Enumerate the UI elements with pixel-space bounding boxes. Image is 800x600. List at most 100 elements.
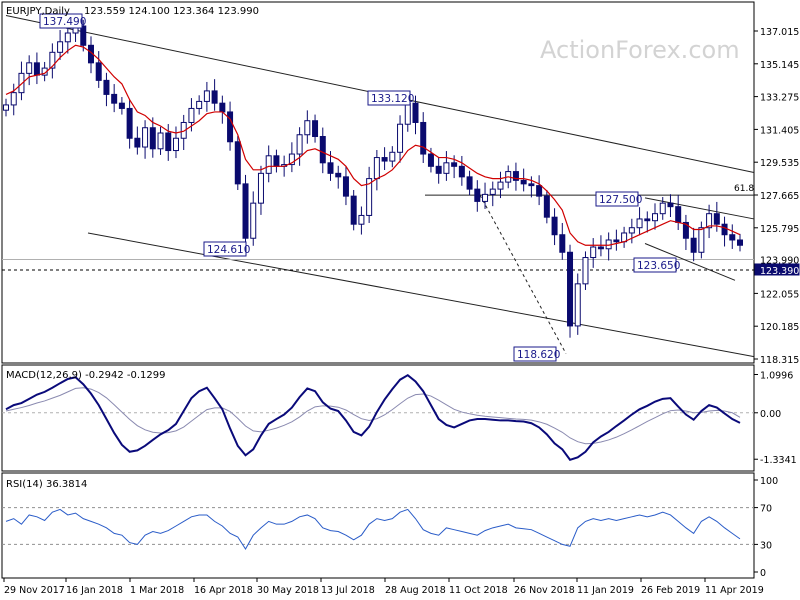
candle-body: [111, 93, 118, 104]
price-annotation-label: 127.500: [599, 194, 642, 206]
candle-body: [628, 227, 635, 234]
candle-body: [296, 134, 303, 155]
candle-body: [597, 246, 604, 250]
price-axis-label: 120.185: [760, 322, 799, 333]
candle-body: [149, 127, 156, 150]
price-annotation-box: [595, 191, 639, 207]
candle-body: [590, 246, 597, 259]
ema-line: [5, 44, 741, 246]
candle-body: [196, 100, 203, 109]
candle-body: [690, 237, 697, 253]
macd-panel-frame: [1, 364, 755, 472]
candle-body: [126, 107, 133, 139]
header-symbol: EURJPY,Daily: [6, 6, 70, 17]
candle-body: [667, 202, 674, 208]
price-level-tag-label: 123.990: [760, 255, 799, 266]
candle-body: [659, 202, 666, 215]
date-axis-label: 26 Feb 2019: [641, 585, 700, 596]
candle-body: [327, 162, 334, 174]
candle-body: [366, 178, 373, 216]
candle-body: [435, 165, 442, 174]
price-annotation-box: [203, 241, 247, 257]
candle-body: [613, 239, 620, 243]
price-axis-label: 135.145: [760, 60, 799, 71]
candle-body: [381, 157, 388, 162]
candle-body: [582, 257, 589, 285]
candle-body: [80, 25, 87, 46]
rsi-axis-label: 30: [760, 540, 772, 551]
candle-body: [536, 185, 543, 197]
candle-body: [250, 202, 257, 239]
price-annotation-box: [367, 90, 411, 106]
candle-body: [304, 120, 311, 136]
candle-body: [10, 92, 17, 106]
price-axis-label: 125.795: [760, 224, 799, 235]
retracement-dashed-line: [479, 194, 567, 354]
candle-body: [180, 121, 187, 139]
price-panel-frame: [1, 1, 755, 364]
price-axis-label: 122.055: [760, 289, 799, 300]
candle-body: [713, 213, 720, 225]
candle-body: [33, 62, 40, 76]
candle-body: [95, 62, 102, 81]
macd-line: [5, 373, 741, 461]
candle-body: [373, 157, 380, 180]
candle-body: [319, 136, 326, 164]
candle-body: [559, 234, 566, 253]
candle-body: [412, 102, 419, 123]
candle-body: [257, 172, 264, 204]
candle-body: [350, 195, 357, 225]
candle-body: [420, 121, 427, 155]
candle-body: [142, 127, 149, 148]
fib-label: 61.8: [734, 184, 754, 194]
candle-body: [652, 213, 659, 222]
candle-body: [644, 218, 651, 222]
price-axis-label: 137.015: [760, 27, 799, 38]
price-annotation-box: [39, 13, 83, 29]
rsi-layer: [2, 507, 754, 550]
candle-body: [165, 132, 172, 152]
date-axis-label: 11 Apr 2019: [705, 585, 764, 596]
candle-body: [567, 251, 574, 327]
candle-body: [389, 151, 396, 162]
date-axis-label: 30 May 2018: [257, 585, 319, 596]
candle-body: [64, 32, 71, 43]
candle-body: [721, 223, 728, 236]
candle-body: [636, 218, 643, 229]
candle-body: [26, 62, 33, 74]
date-axis-label: 29 Nov 2017: [4, 585, 65, 596]
candle-body: [489, 188, 496, 195]
candle-body: [404, 102, 411, 125]
price-axis-label: 131.405: [760, 125, 799, 136]
candle-body: [118, 102, 125, 109]
macd-axis-label: -1.3341: [760, 455, 797, 466]
date-axis-label: 28 Aug 2018: [385, 585, 446, 596]
candle-body: [451, 162, 458, 167]
price-axis-label: 118.315: [760, 355, 799, 366]
price-annotation-label: 118.620: [517, 349, 560, 361]
watermark: ActionForex.com: [540, 36, 740, 64]
candle-body: [466, 176, 473, 190]
rsi-line: [5, 508, 741, 550]
triangle-lower-line: [644, 243, 736, 281]
candle-body: [219, 102, 226, 113]
price-annotation-box: [633, 257, 677, 273]
candle-body: [203, 90, 210, 102]
candle-body: [18, 72, 25, 94]
candle-body: [134, 137, 141, 148]
price-annotation-label: 124.610: [207, 244, 250, 256]
candle-body: [335, 172, 342, 178]
macd-title: MACD(12,26,9) -0.2942 -0.1299: [6, 370, 166, 381]
candle-body: [49, 51, 56, 69]
date-axis-label: 1 Mar 2018: [130, 585, 184, 596]
macd-axis-label: 0.00: [760, 409, 781, 420]
macd-layer: [2, 373, 754, 461]
candle-body: [543, 195, 550, 218]
price-axis-label: 133.275: [760, 93, 799, 104]
candle-body: [528, 183, 535, 187]
candle-body: [265, 155, 272, 174]
date-axis-label: 13 Jul 2018: [321, 585, 375, 596]
candle-body: [358, 214, 365, 225]
